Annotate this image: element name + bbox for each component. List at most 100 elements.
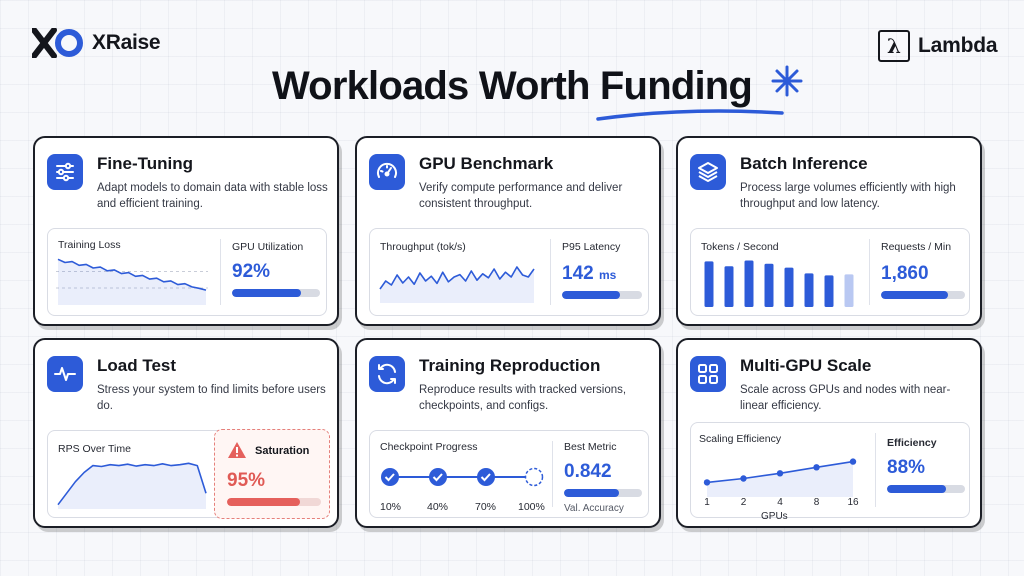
progress-fill xyxy=(232,289,301,297)
metrics-panel: Checkpoint Progress 10% 40% 70% 100% Bes… xyxy=(369,430,649,518)
grid-icon xyxy=(690,356,726,392)
progress-bar xyxy=(564,489,642,497)
metric-label: Saturation xyxy=(255,445,310,457)
throughput-chart xyxy=(379,266,535,303)
refresh-icon xyxy=(369,356,405,392)
card-fine-tuning[interactable]: Fine-Tuning Adapt models to domain data … xyxy=(33,136,339,326)
card-title: Training Reproduction xyxy=(419,356,601,375)
progress-bar xyxy=(227,498,321,506)
metric-value: 95% xyxy=(227,470,266,491)
bar xyxy=(844,274,854,307)
series-area xyxy=(58,259,206,305)
warning-icon xyxy=(228,442,246,458)
card-title: Load Test xyxy=(97,356,177,375)
checkpoint-label: 100% xyxy=(518,501,545,513)
metric-value: 92% xyxy=(232,261,271,282)
x-tick-label: 4 xyxy=(777,497,783,508)
metric-value: 88% xyxy=(887,457,926,478)
card-load-test[interactable]: Load Test Stress your system to find lim… xyxy=(33,338,339,528)
card-training-reproduction[interactable]: Training Reproduction Reproduce results … xyxy=(355,338,661,528)
divider xyxy=(875,433,876,507)
progress-bar xyxy=(232,289,320,297)
xraise-mark-icon xyxy=(32,28,83,58)
metric-value: 1,860 xyxy=(881,263,929,284)
sparkle-icon xyxy=(771,65,803,97)
series-area xyxy=(380,267,534,303)
speedometer-icon xyxy=(369,154,405,190)
progress-fill xyxy=(881,291,949,299)
card-gpu-benchmark[interactable]: GPU Benchmark Verify compute performance… xyxy=(355,136,661,326)
page-title-text: Workloads Worth xyxy=(271,64,600,108)
x-axis-label: GPUs xyxy=(761,511,788,522)
training-loss-chart xyxy=(56,258,208,305)
metrics-panel: Scaling Efficiency 1 2 4 8 16 GPUs Efficienc… xyxy=(690,422,970,522)
metrics-panel: Throughput (tok/s) P95 Latency 142 ms xyxy=(369,228,649,316)
page-title-accent-text: Funding xyxy=(599,64,753,108)
bar xyxy=(784,267,794,307)
data-point xyxy=(776,470,784,477)
chart-label: Scaling Efficiency xyxy=(699,433,782,445)
metric-number: 142 xyxy=(562,263,594,284)
x-tick-label: 1 xyxy=(704,497,710,508)
card-description: Verify compute performance and deliver c… xyxy=(419,182,623,210)
card-title: Batch Inference xyxy=(740,154,868,173)
checkpoint-label: 10% xyxy=(380,501,402,513)
checkpoint-done-icon xyxy=(477,468,495,486)
lambda-logo: λ Lambda xyxy=(878,30,998,62)
layers-icon xyxy=(690,154,726,190)
pulse-icon xyxy=(47,356,83,392)
page-title: Workloads Worth Funding xyxy=(0,64,1024,121)
bar xyxy=(824,275,834,307)
data-point xyxy=(740,475,747,482)
card-description: Reproduce results with tracked versions,… xyxy=(419,384,627,412)
progress-fill xyxy=(564,489,619,497)
metric-note: Val. Accuracy xyxy=(564,503,624,514)
progress-bar xyxy=(881,291,965,299)
progress-bar xyxy=(887,485,965,493)
underline-swoosh-icon xyxy=(596,109,784,121)
divider xyxy=(552,441,553,507)
lambda-mark-icon: λ xyxy=(878,30,910,62)
progress-fill xyxy=(887,485,946,493)
lambda-brand-name: Lambda xyxy=(918,34,998,57)
card-description: Adapt models to domain data with stable … xyxy=(97,182,328,210)
x-axis-ticks: 1 2 4 8 16 xyxy=(695,497,865,511)
metrics-panel: Training Loss GPU Utilization 92% xyxy=(47,228,327,316)
saturation-panel: Saturation 95% xyxy=(214,429,330,519)
data-point xyxy=(703,479,711,486)
chart-label: Tokens / Second xyxy=(701,241,779,253)
metrics-panel: RPS Over Time Saturation 95% xyxy=(47,429,330,519)
checkpoint-label: 40% xyxy=(427,501,449,513)
metric-label: Requests / Min xyxy=(881,241,952,253)
bar xyxy=(704,261,714,307)
x-tick-label: 16 xyxy=(847,497,859,508)
card-description: Stress your system to find limits before… xyxy=(97,384,326,412)
scaling-efficiency-chart xyxy=(703,458,857,497)
data-point xyxy=(849,458,857,465)
x-tick-label: 8 xyxy=(813,497,820,508)
card-multi-gpu-scale[interactable]: Multi-GPU Scale Scale across GPUs and no… xyxy=(676,338,982,528)
sliders-icon xyxy=(47,154,83,190)
tokens-per-second-chart xyxy=(704,260,854,307)
checkpoint-done-icon xyxy=(381,468,399,486)
divider xyxy=(550,239,551,305)
metric-label: Efficiency xyxy=(887,437,937,449)
series-line xyxy=(57,258,207,291)
checkpoint-track xyxy=(381,467,544,487)
progress-bar xyxy=(562,291,642,299)
page-title-accent: Funding xyxy=(596,64,803,121)
metrics-panel: Tokens / Second Requests / Min 1,860 xyxy=(690,228,970,316)
x-tick-label: 2 xyxy=(740,497,747,508)
divider xyxy=(220,239,221,305)
bar xyxy=(724,266,734,307)
chart-label: RPS Over Time xyxy=(58,443,131,455)
series-line xyxy=(57,462,207,506)
divider xyxy=(869,239,870,305)
bar xyxy=(744,260,754,307)
card-batch-inference[interactable]: Batch Inference Process large volumes ef… xyxy=(676,136,982,326)
metric-value: 0.842 xyxy=(564,461,612,482)
metric-unit: ms xyxy=(598,268,617,282)
metric-label: GPU Utilization xyxy=(232,241,304,253)
data-point xyxy=(813,464,820,471)
xraise-logo: XRaise xyxy=(32,28,161,58)
